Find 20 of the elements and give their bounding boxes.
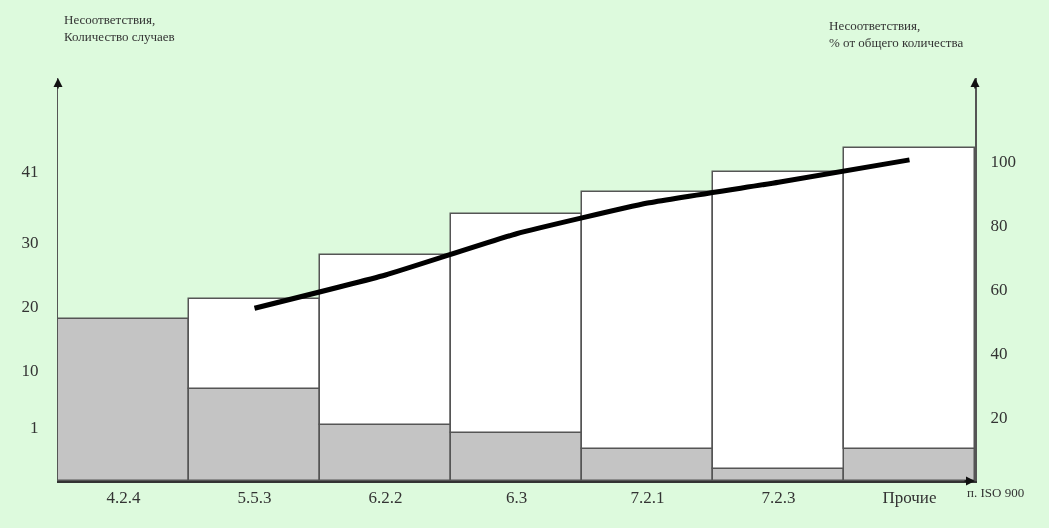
y2-tick-label: 60 [990, 280, 1008, 300]
x-tick-label: 7.2.1 [630, 488, 665, 508]
y2-tick-label: 80 [990, 216, 1008, 236]
y2-tick-label: 100 [990, 152, 1016, 172]
y-tick-label: 10 [21, 360, 39, 380]
y-tick-label: 20 [21, 296, 39, 316]
y2-tick-label: 20 [990, 407, 1008, 427]
y-tick-label: 30 [21, 232, 39, 252]
y2-tick-label: 40 [990, 344, 1008, 364]
x-tick-label: 6.3 [505, 488, 528, 508]
x-tick-label: Прочие [882, 488, 937, 508]
x-tick-label: 4.2.4 [106, 488, 141, 508]
x-axis-title: п. ISO 900 [967, 485, 1025, 500]
y-axis-title: Несоответствия, Количество случаев [64, 12, 175, 44]
x-tick-label: 5.5.3 [237, 488, 272, 508]
x-tick-label: 6.2.2 [368, 488, 403, 508]
y2-axis-title: Несоответствия, % от общего количества [829, 18, 964, 50]
y-tick-label: 1 [30, 418, 39, 438]
x-tick-label: 7.2.3 [761, 488, 796, 508]
y-tick-label: 41 [21, 162, 39, 182]
